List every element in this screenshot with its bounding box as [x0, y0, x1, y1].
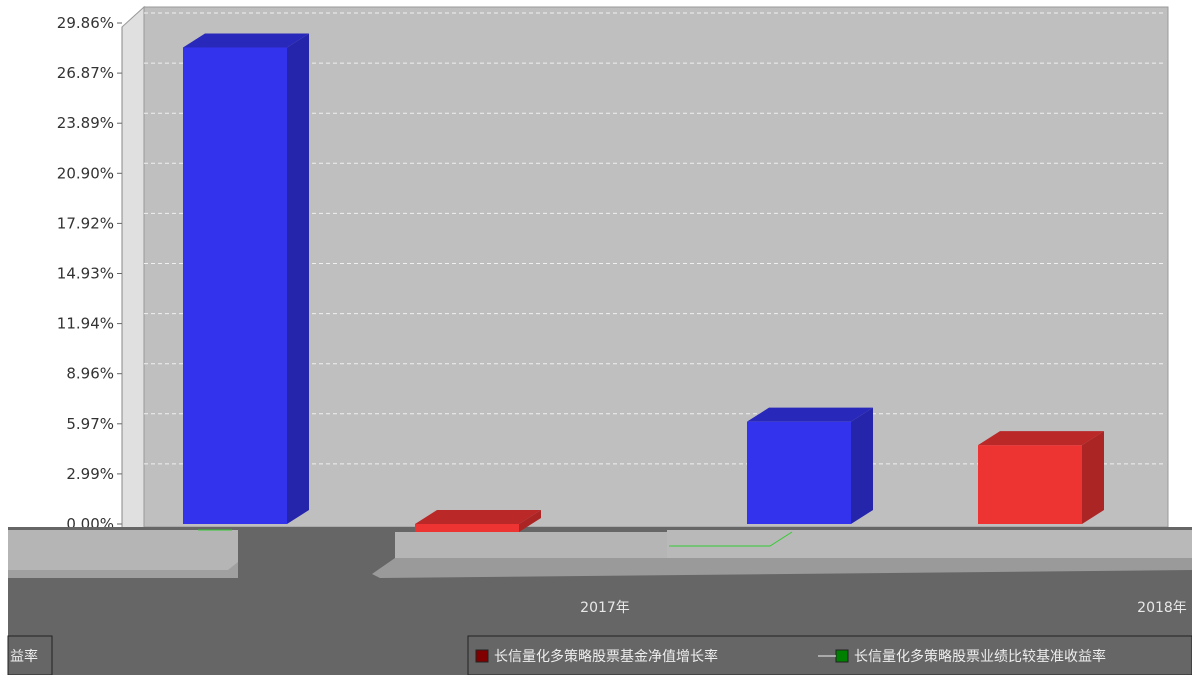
x-tick-label: 2018年	[1137, 600, 1187, 616]
y-axis-ticks: 0.00%2.99%5.97%8.96%11.94%14.93%17.92%20…	[57, 14, 122, 533]
bar	[183, 47, 287, 525]
legend-label: 长信量化多策略股票基金净值增长率	[494, 648, 718, 665]
y-tick-label: 17.92%	[57, 214, 114, 232]
y-tick-label: 26.87%	[57, 64, 114, 82]
y-tick-label: 5.97%	[66, 415, 114, 433]
plot-side-wall	[121, 5, 145, 549]
bar	[415, 524, 519, 532]
legend-box-left	[7, 635, 53, 676]
y-tick-label: 2.99%	[66, 465, 114, 483]
legend-left-fragment: 益率	[10, 648, 38, 665]
bar	[747, 421, 851, 524]
bar-top-face	[415, 510, 541, 524]
bar	[978, 445, 1082, 524]
legend-label: 长信量化多策略股票业绩比较基准收益率	[854, 648, 1106, 665]
y-tick-label: 20.90%	[57, 164, 114, 182]
legend-marker	[475, 649, 489, 663]
bar-side-face	[287, 33, 309, 525]
benchmark-line-path	[669, 531, 793, 547]
floor-strip-mid	[395, 532, 667, 560]
legend: 益率 长信量化多策略股票基金净值增长率 长信量化多策略股票业绩比较基准收益率	[10, 648, 1106, 665]
benchmark-line	[198, 529, 793, 547]
bar-side-face	[1082, 431, 1104, 524]
y-tick-label: 29.86%	[57, 14, 114, 32]
bar-top-face	[978, 431, 1104, 446]
bar-top-face	[747, 407, 873, 422]
y-tick-label: 11.94%	[57, 315, 114, 333]
floor-edge-left	[8, 562, 238, 578]
bar-top-face	[183, 33, 309, 48]
y-tick-label: 8.96%	[66, 365, 114, 383]
y-tick-label: 14.93%	[57, 265, 114, 283]
y-tick-label: 23.89%	[57, 114, 114, 132]
legend-marker	[835, 649, 849, 663]
x-axis-ticks: 2016年2017年2018年	[580, 600, 1187, 616]
plot-frame	[121, 5, 1169, 549]
bar-side-face	[851, 407, 873, 524]
floor-strip-left	[8, 530, 238, 570]
floor-edge-right	[372, 558, 1192, 578]
floor-gap-block	[240, 530, 366, 576]
x-tick-label: 2017年	[580, 600, 630, 616]
bar-side-face	[519, 510, 541, 532]
gridlines	[144, 12, 1166, 465]
floor-strip-right	[667, 530, 1192, 560]
bars	[183, 33, 1104, 532]
